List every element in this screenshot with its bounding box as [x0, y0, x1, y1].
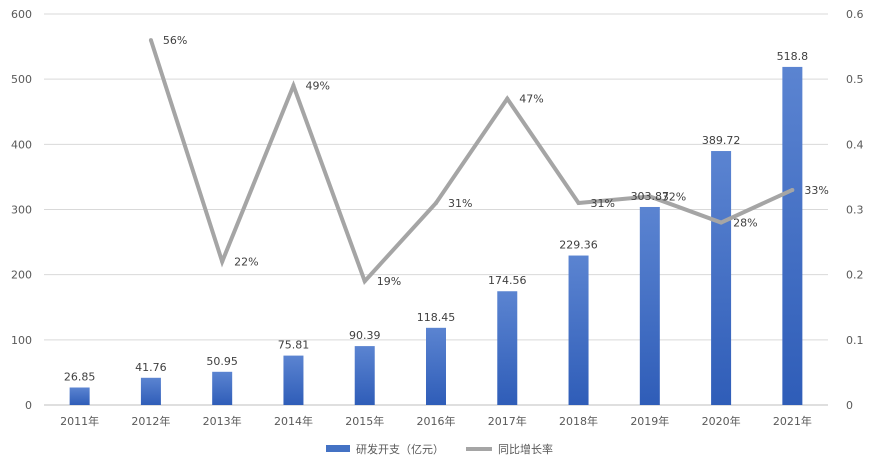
line-value-label: 47%: [519, 93, 543, 106]
line-point: [505, 96, 510, 101]
bar-value-label: 118.45: [417, 311, 456, 324]
line-value-label: 28%: [733, 217, 757, 230]
bar: [568, 255, 589, 405]
bar-value-label: 303.87: [631, 190, 670, 203]
line-point: [790, 187, 795, 192]
gridlines: [44, 13, 828, 406]
y-right-tick-label: 0.2: [846, 269, 864, 282]
y-left-tick-label: 100: [11, 334, 32, 347]
line-point: [362, 279, 367, 284]
line-point: [434, 200, 438, 205]
bar: [497, 291, 518, 405]
x-tick-label: 2016年: [417, 414, 456, 428]
line-point: [220, 259, 225, 264]
legend-swatch-bar: [326, 445, 350, 452]
y-right-tick-label: 0.3: [846, 204, 864, 217]
y-right-tick-label: 0: [846, 399, 853, 412]
legend-label-line: 同比增长率: [498, 442, 553, 456]
line-series: [148, 38, 795, 285]
bar-series: [69, 66, 803, 405]
y-left-tick-label: 300: [11, 204, 32, 217]
x-tick-label: 2015年: [345, 414, 384, 428]
bar: [711, 151, 732, 405]
line-value-label: 33%: [804, 184, 828, 197]
bar-value-label: 518.8: [777, 50, 809, 63]
bar-value-label: 174.56: [488, 274, 527, 287]
legend-label-bar: 研发开支（亿元）: [356, 442, 444, 456]
line-value-label: 56%: [163, 34, 187, 47]
y-left-tick-label: 0: [25, 399, 32, 412]
bar: [782, 66, 803, 405]
line-point: [576, 200, 581, 205]
x-tick-label: 2014年: [274, 414, 313, 428]
x-tick-label: 2021年: [773, 414, 812, 428]
bar-value-label: 389.72: [702, 134, 741, 147]
y-left-tick-label: 600: [11, 8, 32, 21]
bar: [212, 371, 233, 405]
bar: [140, 377, 161, 405]
bar-value-label: 50.95: [206, 355, 238, 368]
line-value-label: 49%: [305, 80, 329, 93]
x-tick-label: 2017年: [488, 414, 527, 428]
bar-value-label: 41.76: [135, 361, 167, 374]
x-tick-label: 2013年: [203, 414, 242, 428]
bar: [426, 327, 446, 405]
line-point: [647, 194, 652, 199]
line-value-label: 22%: [234, 256, 258, 269]
line-point: [148, 38, 153, 43]
axis-labels: 0 100 200 300 400 500 600 0 0.1 0.2 0.3 0.4 0.5 0.6 20…: [11, 8, 864, 428]
line-value-label: 19%: [377, 275, 401, 288]
data-labels: 26.85 41.76 50.95 75.81 90.39 118.45 174.56 229…: [64, 34, 829, 383]
line-value-label: 32%: [662, 190, 686, 203]
x-tick-label: 2012年: [131, 414, 170, 428]
x-tick-label: 2011年: [60, 414, 99, 428]
bar: [283, 355, 304, 405]
growth-line: [149, 39, 794, 285]
line-point: [719, 220, 724, 225]
y-left-tick-label: 400: [11, 138, 32, 151]
y-right-tick-label: 0.6: [846, 8, 864, 21]
y-left-tick-label: 500: [11, 73, 32, 86]
x-tick-label: 2018年: [559, 414, 598, 428]
line-value-label: 31%: [591, 197, 615, 210]
bar-value-label: 90.39: [349, 329, 381, 342]
y-left-tick-label: 200: [11, 269, 32, 282]
bar: [639, 206, 660, 405]
y-right-tick-label: 0.4: [846, 138, 864, 151]
bar: [69, 387, 90, 405]
legend: 研发开支（亿元） 同比增长率: [326, 442, 553, 456]
bar-value-label: 229.36: [559, 239, 598, 252]
bar-value-label: 26.85: [64, 371, 96, 384]
x-tick-label: 2019年: [630, 414, 669, 428]
x-tick-label: 2020年: [702, 414, 741, 428]
y-right-tick-label: 0.5: [846, 73, 864, 86]
bar: [354, 346, 375, 405]
line-point: [291, 83, 296, 88]
bar-value-label: 75.81: [278, 339, 310, 352]
y-right-tick-label: 0.1: [846, 334, 864, 347]
line-value-label: 31%: [448, 197, 472, 210]
